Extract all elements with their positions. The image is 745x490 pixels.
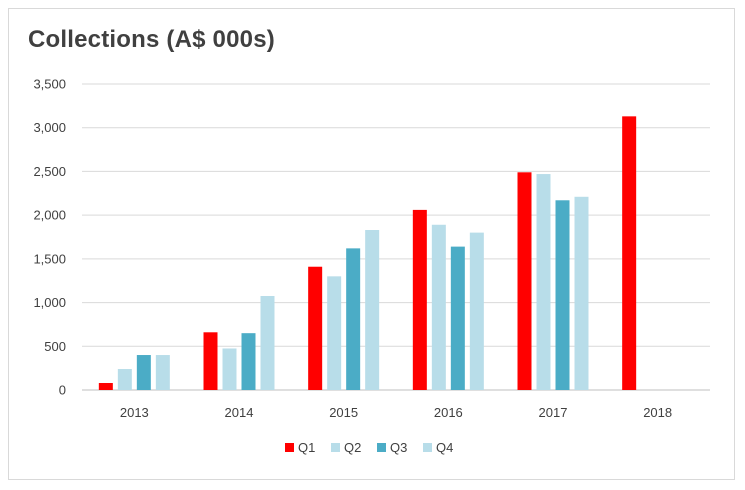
bar-q4-2014 bbox=[260, 296, 275, 390]
x-tick-label: 2013 bbox=[120, 405, 149, 420]
bar-q1-2014 bbox=[203, 332, 218, 390]
bar-q1-2015 bbox=[308, 266, 323, 390]
bar-q1-2013 bbox=[98, 383, 113, 390]
bar-q3-2015 bbox=[346, 248, 361, 390]
y-tick-label: 1,000 bbox=[33, 295, 66, 310]
bar-q3-2016 bbox=[450, 246, 465, 390]
x-tick-label: 2017 bbox=[539, 405, 568, 420]
bar-q1-2018 bbox=[622, 116, 637, 390]
bar-q2-2013 bbox=[117, 369, 132, 390]
legend-label-q4: Q4 bbox=[436, 440, 453, 455]
bar-q4-2013 bbox=[155, 355, 170, 390]
bar-q1-2016 bbox=[412, 209, 427, 390]
x-tick-label: 2016 bbox=[434, 405, 463, 420]
bar-q4-2016 bbox=[469, 232, 484, 390]
x-tick-label: 2015 bbox=[329, 405, 358, 420]
bar-q2-2014 bbox=[222, 348, 237, 390]
y-axis-ticks: 0 500 1,000 1,500 2,000 2,500 3,000 3,500 bbox=[33, 77, 66, 398]
y-tick-label: 2,000 bbox=[33, 208, 66, 223]
bar-q2-2015 bbox=[327, 276, 342, 390]
bar-q3-2014 bbox=[241, 333, 256, 390]
bar-q2-2017 bbox=[536, 174, 551, 390]
legend-swatch-q1 bbox=[285, 443, 294, 452]
y-tick-label: 2,500 bbox=[33, 164, 66, 179]
legend-swatch-q3 bbox=[377, 443, 386, 452]
bars bbox=[98, 116, 637, 390]
legend-label-q1: Q1 bbox=[298, 440, 315, 455]
legend-label-q2: Q2 bbox=[344, 440, 361, 455]
y-tick-label: 500 bbox=[44, 339, 66, 354]
bar-q3-2013 bbox=[136, 355, 151, 390]
legend-swatch-q4 bbox=[423, 443, 432, 452]
x-tick-label: 2014 bbox=[225, 405, 254, 420]
bar-q1-2017 bbox=[517, 172, 532, 390]
y-tick-label: 3,000 bbox=[33, 120, 66, 135]
chart-title: Collections (A$ 000s) bbox=[28, 26, 275, 53]
bar-q2-2016 bbox=[431, 224, 446, 390]
gridlines bbox=[82, 83, 710, 391]
bar-q3-2017 bbox=[555, 200, 570, 390]
legend: Q1 Q2 Q3 Q4 bbox=[285, 440, 453, 455]
bar-q4-2015 bbox=[365, 230, 380, 390]
y-tick-label: 3,500 bbox=[33, 77, 66, 92]
y-tick-label: 1,500 bbox=[33, 251, 66, 266]
x-tick-label: 2018 bbox=[643, 405, 672, 420]
y-tick-label: 0 bbox=[59, 383, 66, 398]
bar-q4-2017 bbox=[574, 196, 589, 390]
legend-label-q3: Q3 bbox=[390, 440, 407, 455]
x-axis-ticks: 2013 2014 2015 2016 2017 2018 bbox=[120, 405, 672, 420]
legend-swatch-q2 bbox=[331, 443, 340, 452]
